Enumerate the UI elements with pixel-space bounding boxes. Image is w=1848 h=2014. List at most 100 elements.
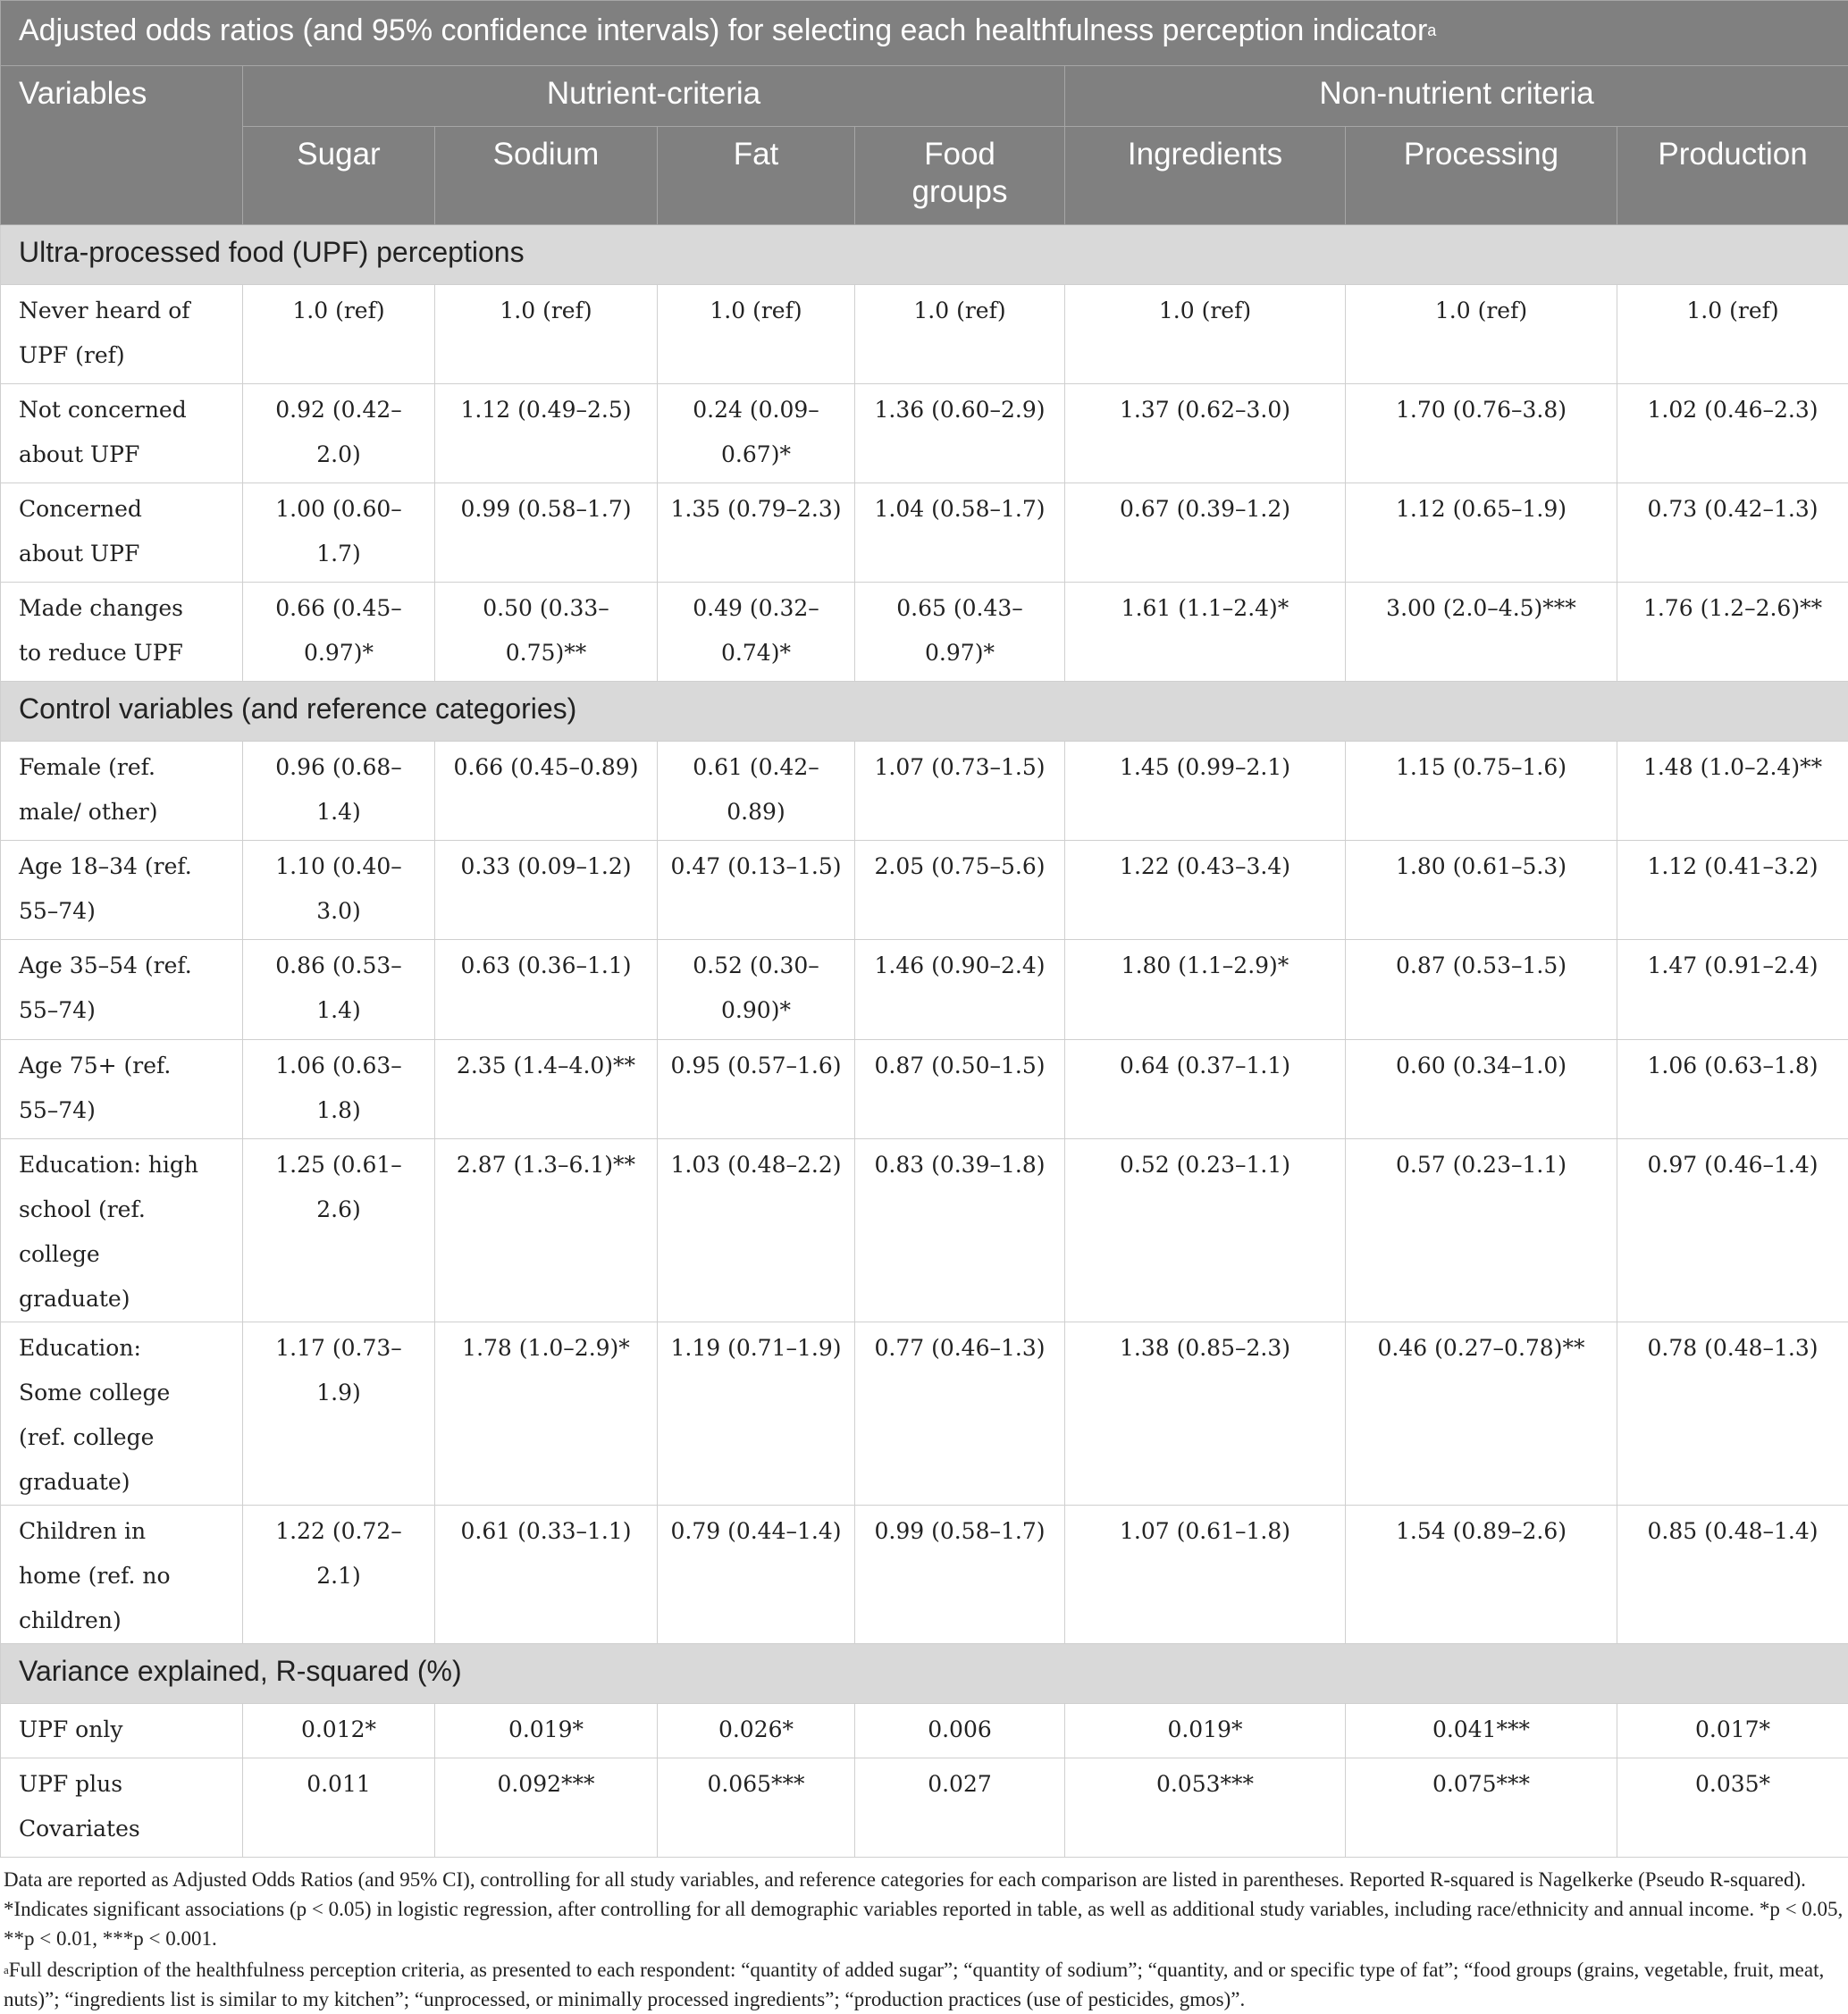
data-row: Age 35–54 (ref. 55–74)0.86 (0.53–1.4)0.6…: [1, 940, 1848, 1040]
cell: 0.99 (0.58–1.7): [435, 483, 658, 583]
cell: 0.011: [243, 1758, 435, 1858]
cell: 1.22 (0.72–2.1): [243, 1506, 435, 1644]
row-label: Education: Some college (ref. college gr…: [1, 1322, 243, 1506]
cell: 0.67 (0.39–1.2): [1065, 483, 1346, 583]
data-row: Female (ref. male/ other)0.96 (0.68–1.4)…: [1, 742, 1848, 841]
cell: 0.95 (0.57–1.6): [658, 1040, 855, 1139]
row-label: UPF only: [1, 1704, 243, 1758]
cell: 1.0 (ref): [658, 285, 855, 384]
cell: 0.027: [855, 1758, 1065, 1858]
cell: 0.78 (0.48–1.3): [1617, 1322, 1848, 1506]
footnote-note: Data are reported as Adjusted Odds Ratio…: [4, 1865, 1844, 1953]
cell: 0.85 (0.48–1.4): [1617, 1506, 1848, 1644]
cell: 0.49 (0.32–0.74)*: [658, 583, 855, 682]
cell: 1.0 (ref): [435, 285, 658, 384]
cell: 0.61 (0.42–0.89): [658, 742, 855, 841]
cell: 1.04 (0.58–1.7): [855, 483, 1065, 583]
cell: 1.0 (ref): [243, 285, 435, 384]
cell: 0.46 (0.27–0.78)**: [1346, 1322, 1617, 1506]
cell: 0.86 (0.53–1.4): [243, 940, 435, 1040]
title-note: a: [1427, 21, 1436, 39]
cell: 1.35 (0.79–2.3): [658, 483, 855, 583]
title-row: Adjusted odds ratios (and 95% confidence…: [1, 1, 1848, 66]
cell: 0.006: [855, 1704, 1065, 1758]
cell: 2.87 (1.3–6.1)**: [435, 1139, 658, 1322]
data-row: Education: high school (ref. college gra…: [1, 1139, 1848, 1322]
cell: 1.12 (0.49–2.5): [435, 384, 658, 483]
cell: 1.0 (ref): [1065, 285, 1346, 384]
cell: 0.87 (0.53–1.5): [1346, 940, 1617, 1040]
cell: 1.47 (0.91–2.4): [1617, 940, 1848, 1040]
cell: 1.36 (0.60–2.9): [855, 384, 1065, 483]
cell: 1.37 (0.62–3.0): [1065, 384, 1346, 483]
cell: 1.78 (1.0–2.9)*: [435, 1322, 658, 1506]
header-column: Ingredients: [1065, 127, 1346, 225]
cell: 1.48 (1.0–2.4)**: [1617, 742, 1848, 841]
row-label: Age 35–54 (ref. 55–74): [1, 940, 243, 1040]
row-label: Female (ref. male/ other): [1, 742, 243, 841]
page: Adjusted odds ratios (and 95% confidence…: [0, 0, 1848, 1918]
cell: 0.019*: [1065, 1704, 1346, 1758]
header-variables: Variables: [1, 66, 243, 225]
cell: 0.035*: [1617, 1758, 1848, 1858]
cell: 1.46 (0.90–2.4): [855, 940, 1065, 1040]
table-body: Adjusted odds ratios (and 95% confidence…: [1, 1, 1848, 1858]
section-title: Ultra-processed food (UPF) perceptions: [1, 225, 1848, 285]
row-label: Children in home (ref. no children): [1, 1506, 243, 1644]
cell: 0.65 (0.43–0.97)*: [855, 583, 1065, 682]
cell: 0.47 (0.13–1.5): [658, 841, 855, 940]
cell: 0.52 (0.30–0.90)*: [658, 940, 855, 1040]
row-label: UPF plus Covariates: [1, 1758, 243, 1858]
cell: 0.66 (0.45–0.89): [435, 742, 658, 841]
cell: 0.019*: [435, 1704, 658, 1758]
data-row: Children in home (ref. no children)1.22 …: [1, 1506, 1848, 1644]
header-column: Food groups: [855, 127, 1065, 225]
cell: 0.50 (0.33–0.75)**: [435, 583, 658, 682]
cell: 0.60 (0.34–1.0): [1346, 1040, 1617, 1139]
cell: 0.87 (0.50–1.5): [855, 1040, 1065, 1139]
cell: 1.38 (0.85–2.3): [1065, 1322, 1346, 1506]
data-row: Age 75+ (ref. 55–74)1.06 (0.63–1.8)2.35 …: [1, 1040, 1848, 1139]
cell: 1.03 (0.48–2.2): [658, 1139, 855, 1322]
cell: 2.05 (0.75–5.6): [855, 841, 1065, 940]
section-row: Variance explained, R-squared (%): [1, 1644, 1848, 1704]
cell: 1.0 (ref): [1346, 285, 1617, 384]
header-group: Nutrient-criteria: [243, 66, 1065, 127]
cell: 1.70 (0.76–3.8): [1346, 384, 1617, 483]
cell: 0.57 (0.23–1.1): [1346, 1139, 1617, 1322]
cell: 1.0 (ref): [855, 285, 1065, 384]
cell: 0.24 (0.09–0.67)*: [658, 384, 855, 483]
cell: 1.17 (0.73–1.9): [243, 1322, 435, 1506]
section-row: Ultra-processed food (UPF) perceptions: [1, 225, 1848, 285]
cell: 1.0 (ref): [1617, 285, 1848, 384]
cell: 0.065***: [658, 1758, 855, 1858]
cell: 0.92 (0.42–2.0): [243, 384, 435, 483]
cell: 0.99 (0.58–1.7): [855, 1506, 1065, 1644]
cell: 0.041***: [1346, 1704, 1617, 1758]
header-column: Processing: [1346, 127, 1617, 225]
data-row: Never heard of UPF (ref)1.0 (ref)1.0 (re…: [1, 285, 1848, 384]
cell: 0.026*: [658, 1704, 855, 1758]
cell: 0.79 (0.44–1.4): [658, 1506, 855, 1644]
section-title: Variance explained, R-squared (%): [1, 1644, 1848, 1704]
cell: 0.092***: [435, 1758, 658, 1858]
cell: 3.00 (2.0–4.5)***: [1346, 583, 1617, 682]
cell: 1.15 (0.75–1.6): [1346, 742, 1617, 841]
cell: 0.52 (0.23–1.1): [1065, 1139, 1346, 1322]
cell: 0.012*: [243, 1704, 435, 1758]
section-row: Control variables (and reference categor…: [1, 682, 1848, 742]
cell: 1.80 (0.61–5.3): [1346, 841, 1617, 940]
cell: 1.19 (0.71–1.9): [658, 1322, 855, 1506]
cell: 1.06 (0.63–1.8): [1617, 1040, 1848, 1139]
cell: 0.33 (0.09–1.2): [435, 841, 658, 940]
footnote-description: aFull description of the healthfulness p…: [4, 1955, 1844, 2014]
cell: 0.96 (0.68–1.4): [243, 742, 435, 841]
header-column: Sodium: [435, 127, 658, 225]
cell: 1.76 (1.2–2.6)**: [1617, 583, 1848, 682]
cell: 0.63 (0.36–1.1): [435, 940, 658, 1040]
